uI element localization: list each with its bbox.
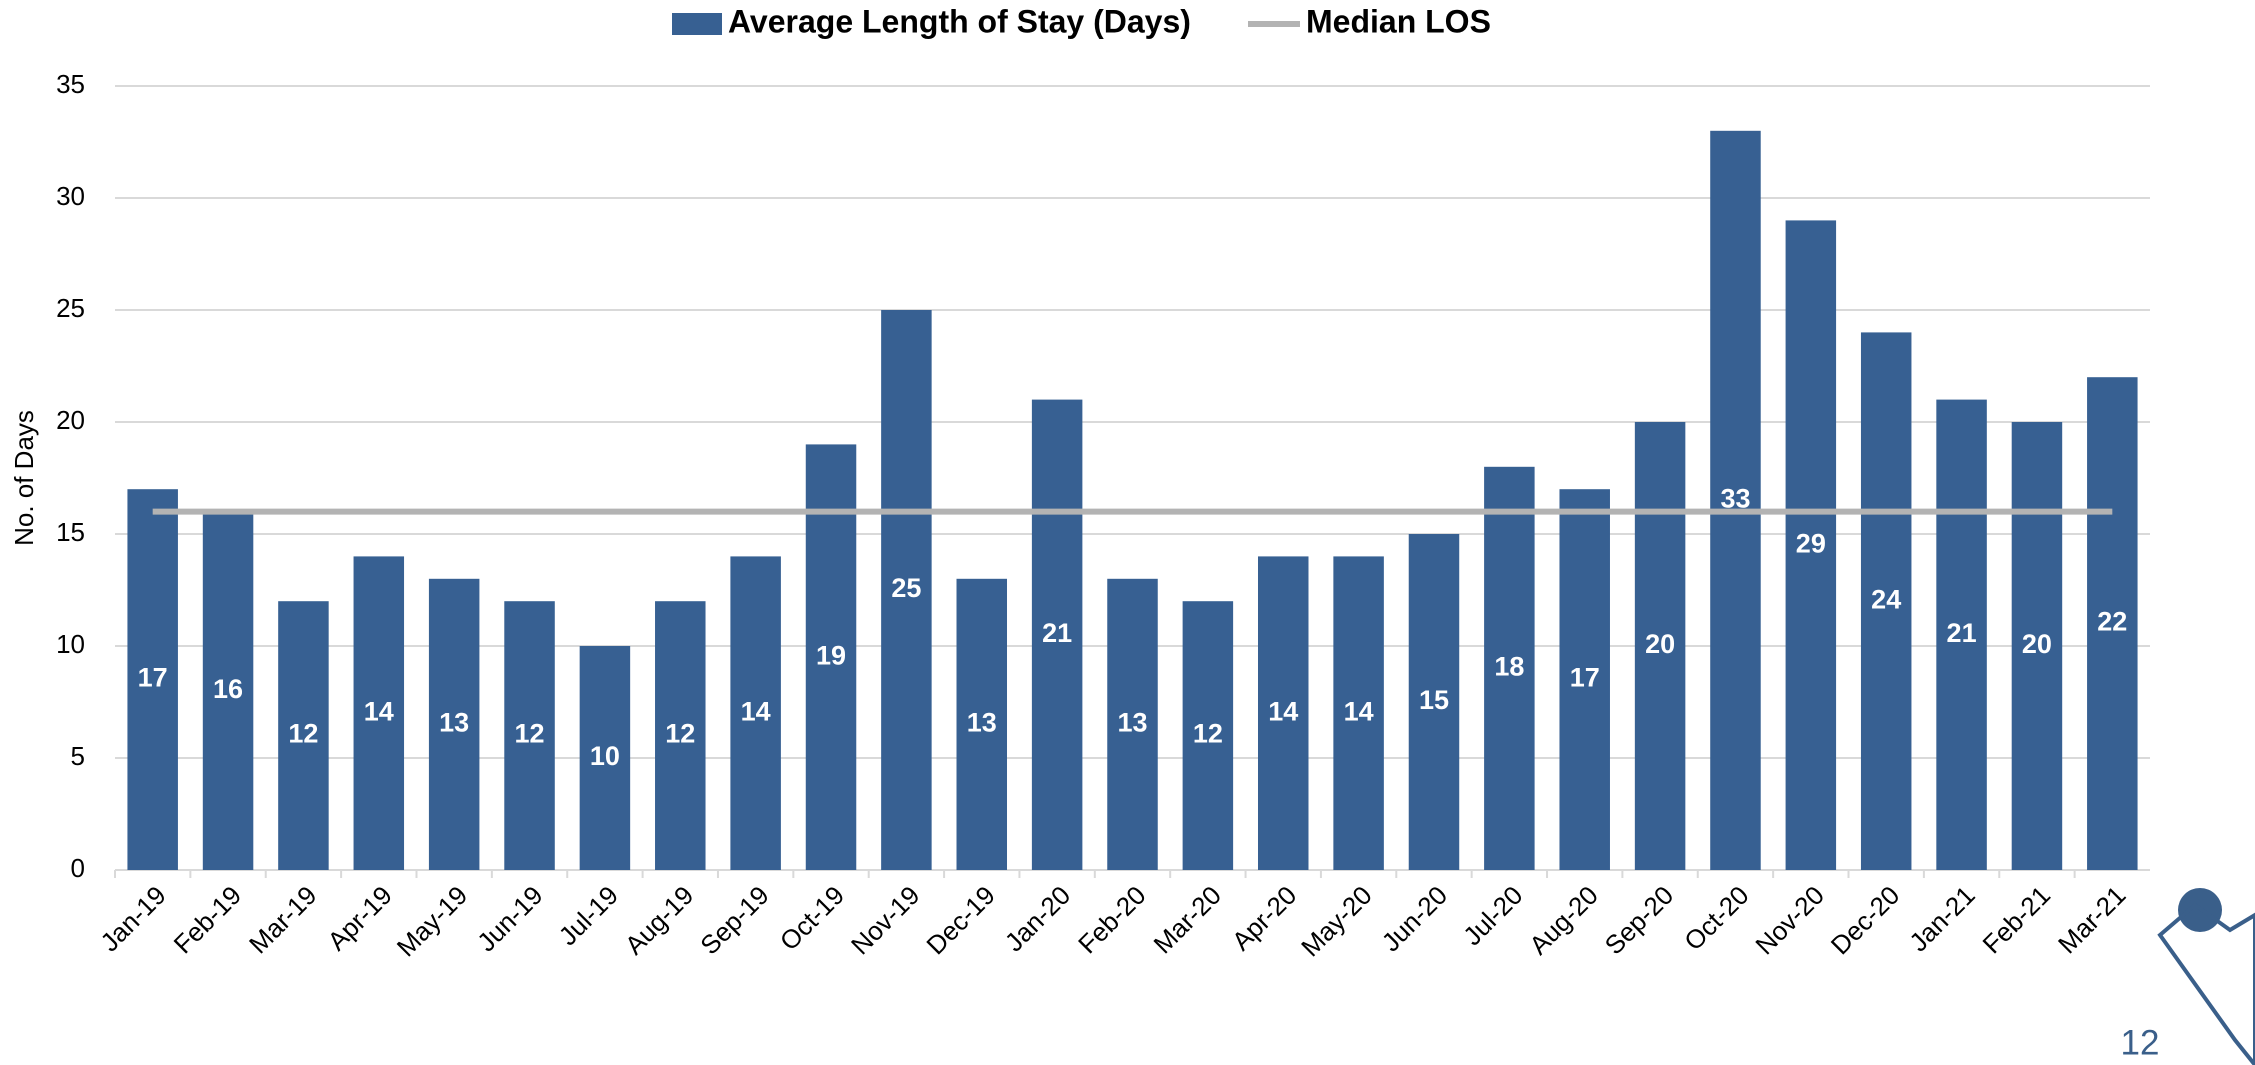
bar — [1107, 578, 1158, 870]
bar — [278, 601, 329, 870]
x-tick-label: Dec-19 — [920, 880, 1000, 960]
y-tick-label: 0 — [71, 853, 85, 883]
bar — [805, 444, 857, 870]
x-tick-label: Oct-19 — [774, 880, 850, 956]
x-tick-label: Jul-19 — [553, 880, 624, 951]
data-label: 22 — [2097, 607, 2127, 637]
bar — [730, 556, 781, 870]
x-tick-label: Aug-19 — [619, 880, 699, 960]
data-label: 10 — [590, 741, 620, 771]
x-tick-label: Apr-20 — [1226, 880, 1302, 956]
y-tick-label: 10 — [56, 629, 85, 659]
bar — [1257, 556, 1309, 870]
data-label: 33 — [1720, 484, 1750, 514]
data-label: 21 — [1042, 618, 1072, 648]
bar — [127, 489, 178, 870]
bar — [1408, 534, 1460, 870]
data-label: 19 — [816, 640, 846, 670]
bar — [2087, 377, 2138, 870]
bar — [1710, 130, 1761, 871]
x-tick-label: Dec-20 — [1825, 880, 1905, 960]
bar — [579, 646, 631, 870]
data-label: 16 — [213, 674, 243, 704]
bar — [1936, 399, 1987, 870]
y-tick-label: 25 — [56, 293, 85, 323]
data-label: 14 — [364, 696, 394, 726]
bar — [1559, 489, 1610, 870]
data-label: 18 — [1494, 652, 1524, 682]
x-tick-label: Mar-19 — [243, 880, 322, 959]
data-label: 14 — [741, 696, 771, 726]
data-label: 20 — [1645, 629, 1675, 659]
x-tick-label: Oct-20 — [1678, 880, 1754, 956]
data-label: 12 — [515, 719, 545, 749]
x-tick-label: Jan-21 — [1903, 880, 1980, 957]
y-tick-label: 30 — [56, 181, 85, 211]
data-label: 14 — [1268, 696, 1298, 726]
x-tick-label: Jul-20 — [1457, 880, 1528, 951]
data-label: 21 — [1947, 618, 1977, 648]
y-tick-label: 20 — [56, 405, 85, 435]
x-tick-label: Nov-19 — [845, 880, 925, 960]
bar — [1333, 556, 1384, 870]
data-label: 24 — [1871, 584, 1901, 614]
bar — [1785, 220, 1837, 870]
bar — [655, 601, 706, 870]
data-label: 15 — [1419, 685, 1449, 715]
bar — [1634, 422, 1686, 870]
page-number: 12 — [2121, 1023, 2160, 1062]
x-tick-label: May-19 — [391, 880, 474, 963]
data-label: 12 — [288, 719, 318, 749]
x-tick-label: Sep-19 — [694, 880, 774, 960]
x-tick-label: Aug-20 — [1523, 880, 1603, 960]
x-tick-label: May-20 — [1295, 880, 1378, 963]
x-tick-label: Nov-20 — [1749, 880, 1829, 960]
x-tick-label: Feb-19 — [168, 880, 247, 959]
data-label: 29 — [1796, 528, 1826, 558]
bar — [956, 578, 1008, 870]
data-label: 17 — [138, 663, 168, 693]
legend-label: Median LOS — [1306, 3, 1491, 39]
legend-label: Average Length of Stay (Days) — [728, 3, 1191, 39]
data-label: 12 — [665, 719, 695, 749]
data-label: 13 — [439, 708, 469, 738]
bar — [353, 556, 405, 870]
y-tick-label: 15 — [56, 517, 85, 547]
data-label: 13 — [1117, 708, 1147, 738]
y-axis-title: No. of Days — [9, 410, 39, 546]
bar — [504, 601, 555, 870]
data-label: 13 — [967, 708, 997, 738]
data-label: 12 — [1193, 719, 1223, 749]
x-tick-label: Apr-19 — [321, 880, 397, 956]
bar — [2011, 422, 2063, 870]
logo-outline — [2157, 902, 2255, 1065]
x-tick-label: Mar-20 — [1148, 880, 1227, 959]
data-label: 25 — [891, 573, 921, 603]
x-tick-label: Sep-20 — [1599, 880, 1679, 960]
x-tick-label: Feb-20 — [1072, 880, 1151, 959]
y-tick-label: 5 — [71, 741, 85, 771]
bar — [1860, 332, 1912, 870]
y-tick-label: 35 — [56, 69, 85, 99]
x-tick-label: Feb-21 — [1977, 880, 2056, 959]
bar — [881, 310, 932, 870]
x-tick-label: Jun-20 — [1376, 880, 1453, 957]
data-label: 17 — [1570, 663, 1600, 693]
x-tick-label: Jun-19 — [471, 880, 548, 957]
x-tick-label: Jan-19 — [94, 880, 171, 957]
data-label: 14 — [1344, 696, 1374, 726]
data-label: 20 — [2022, 629, 2052, 659]
logo — [2157, 888, 2255, 1065]
bar — [202, 511, 254, 870]
bar — [1484, 466, 1535, 870]
bar — [1182, 601, 1234, 870]
legend-swatch — [672, 13, 722, 35]
x-tick-label: Jan-20 — [999, 880, 1076, 957]
bar — [1031, 399, 1083, 870]
bar — [428, 578, 480, 870]
x-tick-label: Mar-21 — [2052, 880, 2131, 959]
